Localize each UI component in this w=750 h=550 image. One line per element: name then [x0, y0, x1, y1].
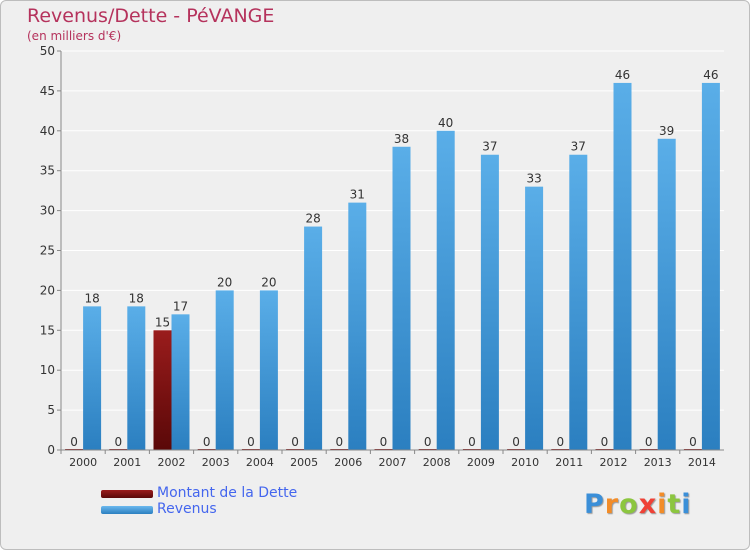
y-tick-label: 40	[40, 124, 55, 138]
x-tick-label: 2011	[555, 456, 583, 469]
bar-revenus	[569, 154, 588, 451]
data-label: 28	[305, 212, 320, 226]
proxiti-logo: Proxiti	[584, 489, 692, 520]
x-tick-label: 2001	[113, 456, 141, 469]
data-label: 0	[335, 435, 343, 449]
data-label: 0	[556, 435, 564, 449]
data-label: 0	[601, 435, 609, 449]
data-label: 40	[438, 116, 453, 130]
data-label: 0	[203, 435, 211, 449]
chart-title: Revenus/Dette - PéVANGE	[27, 5, 275, 27]
y-tick-label: 15	[40, 323, 55, 337]
legend-label-revenus: Revenus	[157, 501, 217, 517]
legend-swatch-dette	[101, 490, 153, 498]
bar-revenus	[392, 146, 411, 450]
data-label: 0	[247, 435, 255, 449]
data-label: 0	[114, 435, 122, 449]
bar-revenus	[304, 226, 323, 450]
data-label: 38	[394, 132, 409, 146]
legend-label-dette: Montant de la Dette	[157, 485, 298, 501]
x-axis: 2000 2001 2002 2003 2004 2005 2006 2007 2008 2009…	[60, 450, 716, 469]
x-tick-label: 2005	[290, 456, 318, 469]
x-tick-label: 2007	[379, 456, 407, 469]
x-tick-label: 2013	[644, 456, 672, 469]
data-label: 0	[70, 435, 78, 449]
y-tick-label: 35	[40, 164, 55, 178]
y-tick-label: 50	[40, 44, 55, 58]
data-label: 20	[217, 275, 232, 289]
x-tick-label: 2009	[467, 456, 495, 469]
bar-revenus	[259, 290, 278, 450]
x-tick-label: 2008	[423, 456, 451, 469]
data-label: 46	[703, 68, 718, 82]
data-label: 0	[645, 435, 653, 449]
y-axis: 0 5 10 15 20 25 30 35 40 45 50	[40, 44, 61, 457]
data-label: 33	[526, 172, 541, 186]
data-label: 0	[468, 435, 476, 449]
y-tick-label: 25	[40, 244, 55, 258]
data-label: 0	[512, 435, 520, 449]
chart-subtitle: (en milliers d'€)	[27, 29, 122, 43]
data-label: 17	[173, 299, 188, 313]
bar-revenus	[436, 130, 455, 451]
y-tick-label: 10	[40, 363, 55, 377]
bar-revenus	[525, 186, 544, 450]
y-tick-label: 0	[47, 443, 55, 457]
legend-swatch-revenus	[101, 506, 153, 514]
data-label: 39	[659, 124, 674, 138]
bar-revenus	[215, 290, 234, 450]
bar-revenus	[127, 306, 146, 450]
x-tick-label: 2004	[246, 456, 274, 469]
y-tick-label: 45	[40, 84, 55, 98]
data-label: 0	[689, 435, 697, 449]
data-label: 18	[129, 291, 144, 305]
data-label: 31	[350, 188, 365, 202]
data-label: 37	[482, 140, 497, 154]
x-tick-label: 2014	[688, 456, 716, 469]
y-tick-label: 30	[40, 204, 55, 218]
data-label: 37	[571, 140, 586, 154]
bar-revenus	[171, 314, 190, 450]
data-label: 18	[84, 291, 99, 305]
data-label: 46	[615, 68, 630, 82]
bar-revenus	[701, 82, 720, 451]
bar-revenus	[480, 154, 499, 451]
data-label: 0	[424, 435, 432, 449]
data-label: 15	[155, 315, 170, 329]
x-tick-label: 2012	[600, 456, 628, 469]
data-label: 0	[291, 435, 299, 449]
bar-revenus	[613, 82, 632, 451]
x-tick-label: 2010	[511, 456, 539, 469]
bar-revenus	[657, 138, 676, 450]
data-label: 0	[380, 435, 388, 449]
x-tick-label: 2000	[69, 456, 97, 469]
x-tick-label: 2006	[334, 456, 362, 469]
bar-dette	[153, 330, 172, 450]
axis-lines	[60, 51, 724, 451]
x-tick-label: 2002	[158, 456, 186, 469]
y-tick-label: 20	[40, 283, 55, 297]
bar-revenus	[83, 306, 102, 450]
y-tick-label: 5	[47, 403, 55, 417]
bar-revenus	[348, 202, 367, 450]
x-tick-label: 2003	[202, 456, 230, 469]
data-label: 20	[261, 275, 276, 289]
